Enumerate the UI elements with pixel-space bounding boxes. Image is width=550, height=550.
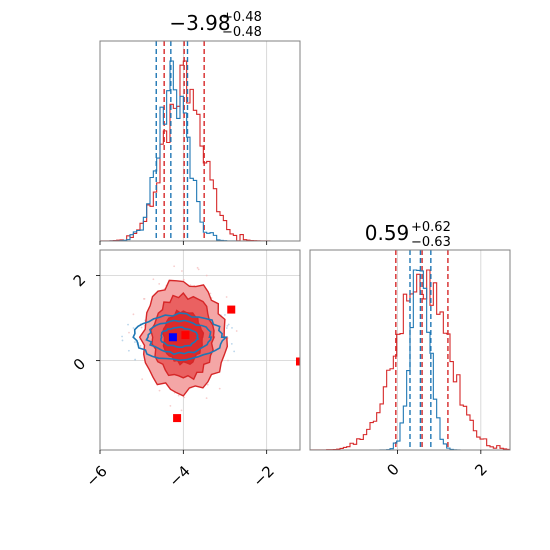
scatter-point <box>224 314 226 316</box>
param2-title-lower: −0.63 <box>411 235 451 250</box>
marginal-param2-grid <box>397 250 482 450</box>
param2-title-upper: +0.62 <box>411 220 451 235</box>
scatter-point <box>121 335 123 338</box>
scatter-point <box>141 378 144 381</box>
scatter-point <box>127 349 130 352</box>
x1-tick-label: −6 <box>82 462 110 490</box>
scatter-point <box>235 330 238 332</box>
scatter-point <box>121 339 124 342</box>
scatter-point <box>177 394 180 397</box>
x2-tick-label: 2 <box>471 460 490 479</box>
joint-ticks <box>96 275 268 454</box>
marginal-param2-ticks <box>397 450 482 454</box>
scatter-point <box>218 387 221 390</box>
x1-tick-labels: −6 −4 −2 <box>82 462 277 490</box>
scatter-point <box>209 292 212 295</box>
scatter-point <box>132 313 135 316</box>
marginal-param1-frame <box>99 40 301 242</box>
joint-frame <box>99 249 301 451</box>
marginal-param1-ticks <box>99 241 268 245</box>
y1-tick-label: 2 <box>70 271 89 290</box>
scatter-point <box>225 296 228 298</box>
marginal-param1-plot <box>100 41 300 241</box>
blue-contour-level <box>132 312 228 362</box>
param1-title-value: −3.98 <box>169 11 230 35</box>
red-marker <box>181 331 190 340</box>
scatter-point <box>128 331 130 334</box>
blue-marker <box>168 333 177 342</box>
red-histogram <box>310 269 510 450</box>
blue-contour-level <box>145 319 213 356</box>
blue-histogram <box>100 60 300 241</box>
red-marker <box>227 305 236 314</box>
scatter-point <box>181 270 183 272</box>
x2-tick-labels: 0 2 <box>383 460 490 479</box>
scatter-point <box>139 345 142 347</box>
marginal-param2-frame <box>309 249 511 451</box>
scatter-point <box>183 396 186 399</box>
x1-tick-label: −4 <box>165 462 193 490</box>
scatter-point <box>173 265 176 268</box>
scatter-point <box>134 358 137 361</box>
scatter-point <box>158 282 161 285</box>
scatter-point <box>152 278 155 281</box>
marginal-param2-panel <box>309 249 511 454</box>
y1-tick-labels: 2 0 <box>70 271 89 374</box>
param1-title-lower: −0.48 <box>222 25 262 40</box>
scatter-point <box>205 274 208 277</box>
scatter-point <box>140 326 143 329</box>
scatter-point <box>205 397 208 399</box>
param1-title: −3.98 <box>169 11 230 35</box>
scatter-point <box>169 404 172 407</box>
scatter-point <box>196 266 199 269</box>
scatter-point <box>233 350 236 353</box>
x1-tick-label: −2 <box>249 462 277 490</box>
joint-panel <box>96 249 301 454</box>
red-marker <box>173 414 182 423</box>
marginal-param1-panel <box>99 40 301 245</box>
y1-tick-label: 0 <box>70 355 89 374</box>
joint-plot <box>121 265 300 423</box>
param2-title-value: 0.59 <box>365 221 410 245</box>
scatter-point <box>182 278 185 281</box>
scatter-point <box>227 323 230 326</box>
scatter-point <box>127 323 129 326</box>
x2-tick-label: 0 <box>383 460 402 479</box>
scatter-point <box>180 409 183 412</box>
marginal-param2-plot <box>310 250 510 450</box>
scatter-point <box>134 341 136 343</box>
scatter-point <box>226 324 229 327</box>
scatter-point <box>206 383 209 386</box>
scatter-point <box>230 343 233 345</box>
scatter-point <box>231 326 233 329</box>
marginal-param1-grid <box>99 41 268 241</box>
blue-contour-level <box>160 326 200 348</box>
param2-title: 0.59 <box>365 221 410 245</box>
param1-title-upper: +0.48 <box>222 10 262 25</box>
scatter-point <box>142 297 145 300</box>
scatter-point <box>227 359 229 362</box>
scatter-point <box>158 389 161 392</box>
red-marker <box>296 357 300 366</box>
scatter-point <box>197 268 200 271</box>
scatter-point <box>132 327 135 329</box>
scatter-point <box>225 327 228 329</box>
